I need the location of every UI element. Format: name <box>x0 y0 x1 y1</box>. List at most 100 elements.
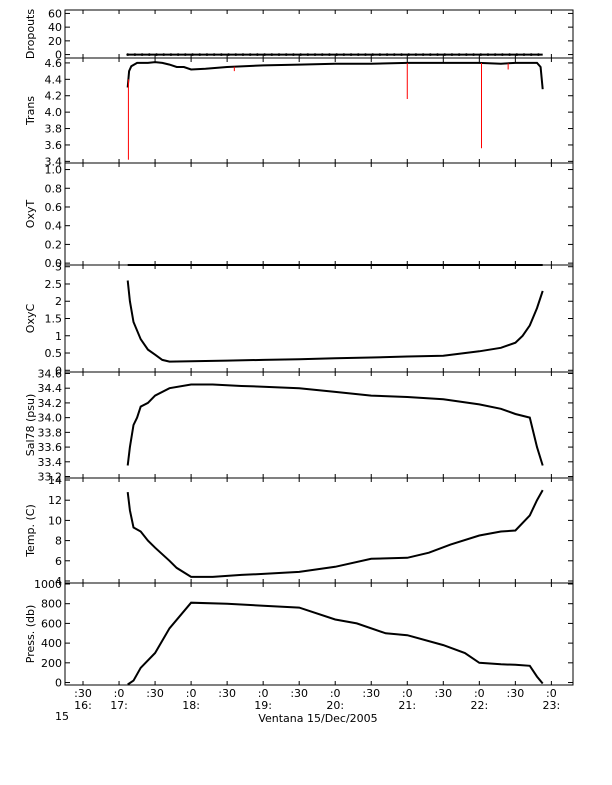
y-axis-label: Press. (db) <box>24 605 37 664</box>
panel-frame <box>64 477 574 584</box>
x-tick-sublabel: 19: <box>254 699 272 712</box>
panel-frame <box>64 57 574 164</box>
series-point <box>176 53 180 56</box>
series-point <box>299 53 302 56</box>
series-point <box>133 53 137 56</box>
y-tick-label: 1.5 <box>45 313 63 326</box>
x-tick-sublabel: 20: <box>326 699 344 712</box>
y-tick-label: 34.2 <box>38 397 63 410</box>
x-tick-sublabel: 16: <box>74 699 92 712</box>
series-point <box>248 53 252 56</box>
y-tick-label: 1000 <box>34 578 62 591</box>
x-tick-sublabel: 23: <box>543 699 561 712</box>
series-point <box>198 53 202 56</box>
y-tick-label: 10 <box>48 514 62 527</box>
series-line <box>126 383 544 466</box>
series-point <box>364 53 367 56</box>
series-point <box>342 53 346 56</box>
series-point <box>148 53 151 56</box>
series-point <box>378 53 382 56</box>
series-point <box>284 53 288 56</box>
y-tick-label: 1 <box>55 330 62 343</box>
series-point <box>227 53 230 56</box>
x-tick-label: :30 <box>290 687 308 700</box>
panel-frame <box>64 371 574 479</box>
time-axis: :3016::017::30:018::30:019::30:020::30:0… <box>74 687 560 712</box>
y-axis-label: Temp. (C) <box>24 504 37 558</box>
series-point <box>450 53 454 56</box>
series-point <box>140 53 144 56</box>
x-tick-label: :30 <box>434 687 452 700</box>
series-point <box>392 53 396 56</box>
series-point <box>508 53 511 56</box>
series-point <box>465 53 468 56</box>
x-tick-sublabel: 18: <box>182 699 200 712</box>
series-point <box>155 53 158 56</box>
x-tick-sublabel: 17: <box>110 699 128 712</box>
y-tick-label: 0 <box>55 677 62 690</box>
y-tick-label: 20 <box>48 35 62 48</box>
y-tick-label: 0.2 <box>45 238 63 251</box>
y-tick-label: 6 <box>55 555 62 568</box>
panel-6: 4 6 8 10 12 14 Temp. (C) <box>24 474 574 588</box>
series-point <box>162 53 166 56</box>
panel-frame <box>64 264 574 373</box>
x-tick-label: :0 <box>546 687 557 700</box>
panel-5: 33.2 33.4 33.6 33.834.0 34.2 34.4 34.6 Sal78 (p… <box>24 367 574 484</box>
y-tick-label: 400 <box>41 637 62 650</box>
series-line <box>126 280 544 363</box>
series-point <box>400 53 403 56</box>
series-point <box>479 53 483 56</box>
series-point <box>407 53 411 56</box>
x-tick-label: :0 <box>330 687 341 700</box>
series-point <box>457 53 461 56</box>
y-axis-label: OxyT <box>24 200 37 229</box>
series-point <box>191 53 194 56</box>
y-tick-label: 34.4 <box>38 382 63 395</box>
series-point <box>486 53 490 56</box>
panel-7: 0 200 400 600 800 1000 Press. (db) <box>24 578 574 690</box>
x-axis-label: Ventana 15/Dec/2005 <box>258 712 377 725</box>
y-tick-label: 34.6 <box>38 367 63 380</box>
series-point <box>256 53 259 56</box>
y-tick-label: 3 <box>55 261 62 274</box>
y-tick-label: 4.4 <box>45 73 63 86</box>
series-point <box>184 53 187 56</box>
y-tick-label: 4.2 <box>45 90 63 103</box>
panel-frame <box>64 9 574 59</box>
y-tick-label: 4.0 <box>45 106 63 119</box>
series-point <box>529 53 533 56</box>
y-tick-label: 800 <box>41 598 62 611</box>
series-point <box>277 53 281 56</box>
series-point <box>443 53 447 56</box>
series-point <box>220 53 223 56</box>
y-tick-label: 0 <box>55 364 62 377</box>
x-tick-label: :0 <box>474 687 485 700</box>
y-tick-label: 2.5 <box>45 278 63 291</box>
series-point <box>472 53 475 56</box>
y-tick-label: 4.6 <box>45 57 63 70</box>
panel-3: 0.0 0.2 0.4 0.6 0.8 1.0 OxyT <box>24 162 574 270</box>
y-tick-label: 40 <box>48 21 62 34</box>
series-point <box>263 53 266 56</box>
x-tick-label: :30 <box>74 687 92 700</box>
x-tick-label: :30 <box>362 687 380 700</box>
y-tick-label: 3.4 <box>45 155 63 168</box>
y-tick-label: 33.8 <box>38 426 63 439</box>
panel-4: 0 0.5 1 1.5 2 2.5 3 OxyC <box>24 261 574 377</box>
panel-frame <box>64 582 574 686</box>
y-axis-label: Sal78 (psu) <box>24 394 37 457</box>
y-tick-label: 1.0 <box>45 164 63 177</box>
y-tick-label: 600 <box>41 617 62 630</box>
series-point <box>356 53 360 56</box>
y-axis-label: OxyC <box>24 304 37 334</box>
y-tick-label: 0 <box>55 49 62 62</box>
series-point <box>126 53 129 56</box>
y-tick-label: 0.6 <box>45 201 63 214</box>
y-axis-label: Trans <box>24 96 37 126</box>
y-tick-label: 2 <box>55 295 62 308</box>
series-point <box>270 53 274 56</box>
series-point <box>313 53 317 56</box>
series-line <box>126 489 544 578</box>
